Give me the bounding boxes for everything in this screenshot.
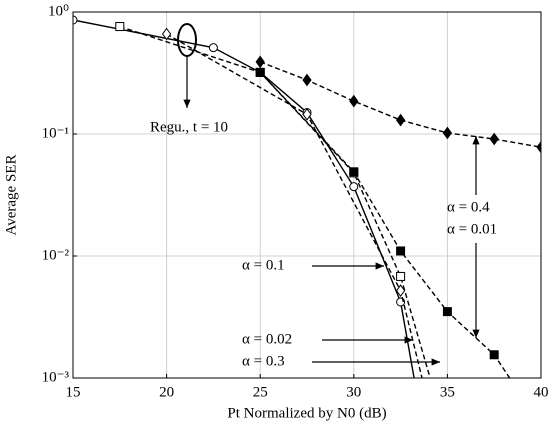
annotation: α = 0.3 [242,353,285,369]
marker [302,107,312,121]
annotation: α = 0.02 [242,331,292,347]
marker [302,73,312,87]
marker [349,182,359,192]
marker [434,401,442,409]
series-line [259,71,511,378]
marker [255,55,265,69]
x-tick-label: 30 [346,384,361,400]
marker [115,22,125,32]
marker [395,113,406,127]
x-tick-label: 35 [440,384,455,400]
marker [413,393,421,401]
marker [396,246,406,256]
y-tick-label: 10⁻² [42,247,70,263]
highlight-ellipse [177,23,197,57]
y-tick-label: 10⁻¹ [42,125,69,141]
marker [349,94,359,108]
annotation: α = 0.4 [447,199,490,215]
marker [536,140,541,154]
marker [425,400,433,411]
x-tick-label: 25 [253,384,268,400]
y-axis-label: Average SER [3,155,19,236]
x-axis-label: Pt Normalized by N0 (dB) [227,405,386,421]
series-line [166,33,423,378]
annotation: α = 0.01 [447,221,497,237]
marker [255,67,265,77]
marker [442,126,453,140]
marker [208,43,218,53]
marker [518,393,526,401]
series-line [119,25,431,378]
x-tick-label: 15 [66,384,81,400]
marker [395,284,406,297]
marker [442,307,452,317]
marker [489,132,499,146]
marker [73,15,78,25]
plot-area [73,15,541,411]
annotation: Regu., t = 10 [150,119,228,135]
plot-frame [72,11,542,379]
marker [161,27,172,41]
marker [396,271,406,281]
y-tick-label: 10⁰ [48,3,69,19]
marker [489,350,499,360]
x-tick-label: 20 [159,384,174,400]
annotation: α = 0.1 [242,257,285,273]
x-tick-label: 40 [534,384,548,400]
marker [349,167,359,177]
y-tick-label: 10⁻³ [42,369,70,385]
